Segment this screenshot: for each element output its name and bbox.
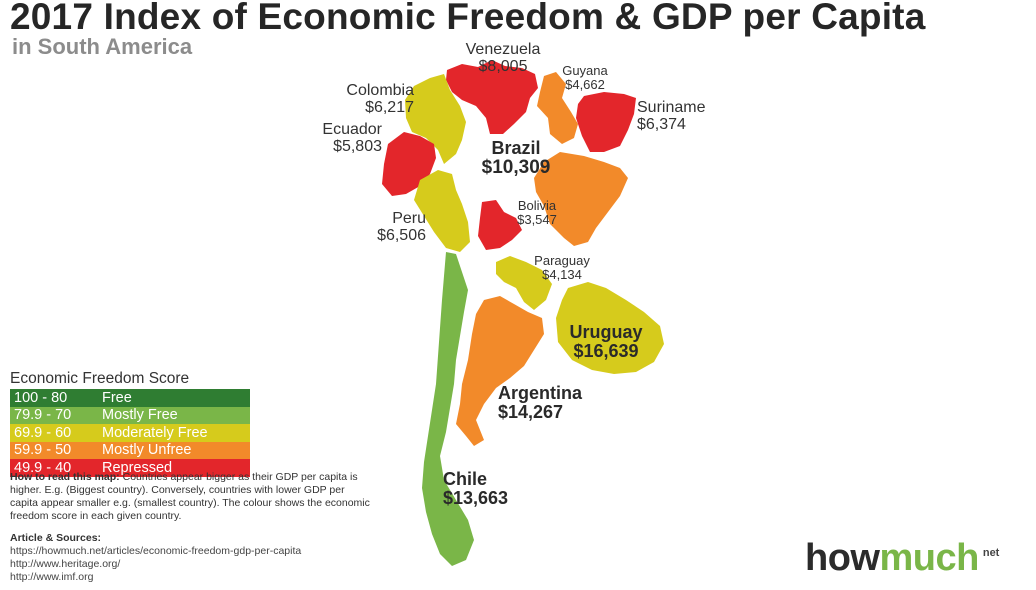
legend-item-moderately-free: 69.9 - 60 Moderately Free: [10, 424, 250, 442]
legend: Economic Freedom Score 100 - 80 Free 79.…: [10, 370, 250, 477]
country-label-bolivia: Bolivia $3,547: [505, 199, 569, 226]
country-name: Paraguay: [534, 253, 590, 268]
country-label-peru: Peru $6,506: [340, 210, 426, 245]
source-link[interactable]: http://www.heritage.org/: [10, 558, 121, 570]
country-shape-colombia[interactable]: [405, 74, 466, 164]
country-label-colombia: Colombia $6,217: [322, 82, 414, 117]
country-gdp: $10,309: [481, 156, 551, 178]
country-name: Uruguay: [569, 322, 643, 342]
legend-label: Mostly Free: [102, 407, 178, 424]
country-label-venezuela: Venezuela $8,005: [458, 41, 548, 76]
sources-heading: Article & Sources:: [10, 532, 102, 544]
country-shape-venezuela[interactable]: [446, 60, 538, 134]
legend-item-repressed: 49.9 - 40 Repressed: [10, 459, 250, 477]
country-name: Colombia: [346, 82, 414, 99]
how-to-read-note: How to read this map: Countries appear b…: [10, 471, 370, 523]
legend-range: 100 - 80: [14, 389, 68, 406]
country-name: Bolivia: [517, 198, 557, 213]
country-gdp: $6,506: [377, 226, 426, 244]
country-label-suriname: Suriname $6,374: [637, 99, 706, 134]
how-to-text: Countries appear bigger as their GDP per…: [10, 471, 370, 522]
country-name: Ecuador: [322, 121, 382, 138]
country-name: Peru: [392, 210, 426, 227]
country-name: Chile: [443, 469, 488, 489]
map-title: 2017 Index of Economic Freedom & GDP per…: [10, 0, 926, 37]
country-gdp: $4,662: [565, 76, 605, 92]
country-name: Guyana: [562, 63, 608, 78]
legend-label: Repressed: [102, 459, 173, 476]
country-gdp: $13,663: [443, 487, 509, 508]
source-link[interactable]: http://www.imf.org: [10, 571, 94, 583]
legend-item-mostly-unfree: 59.9 - 50 Mostly Unfree: [10, 441, 250, 459]
country-gdp: $4,134: [542, 266, 582, 282]
logo-how: how: [805, 537, 880, 579]
country-shape-uruguay[interactable]: [556, 282, 664, 374]
country-label-ecuador: Ecuador $5,803: [296, 121, 382, 156]
country-shape-brazil[interactable]: [534, 152, 628, 246]
country-gdp: $6,374: [637, 115, 686, 133]
country-name: Brazil: [491, 138, 541, 158]
sources: Article & Sources: https://howmuch.net/a…: [10, 532, 370, 584]
country-shape-suriname[interactable]: [576, 92, 636, 152]
country-gdp: $6,217: [365, 98, 414, 116]
legend-label: Moderately Free: [102, 424, 208, 441]
country-name: Suriname: [637, 99, 706, 116]
country-gdp: $14,267: [498, 401, 564, 422]
country-gdp: $8,005: [478, 57, 528, 75]
country-shape-bolivia[interactable]: [478, 200, 522, 250]
logo-net: net: [982, 547, 1000, 559]
country-label-chile: Chile $13,663: [443, 470, 508, 508]
legend-item-free: 100 - 80 Free: [10, 389, 250, 407]
country-label-argentina: Argentina $14,267: [498, 384, 582, 422]
country-name: Venezuela: [465, 41, 541, 58]
legend-title: Economic Freedom Score: [10, 370, 190, 387]
country-label-brazil: Brazil $10,309: [462, 139, 570, 178]
howmuch-logo[interactable]: howmuch net: [805, 537, 999, 580]
country-gdp: $5,803: [333, 137, 382, 155]
source-link[interactable]: https://howmuch.net/articles/economic-fr…: [10, 545, 302, 557]
country-label-guyana: Guyana $4,662: [553, 64, 617, 91]
legend-range: 59.9 - 50: [14, 442, 72, 459]
country-shape-argentina[interactable]: [456, 296, 544, 446]
country-shape-paraguay[interactable]: [496, 256, 552, 310]
how-to-heading: How to read this map:: [10, 471, 120, 483]
country-gdp: $16,639: [573, 340, 639, 361]
legend-range: 69.9 - 60: [14, 424, 72, 441]
country-label-paraguay: Paraguay $4,134: [525, 254, 599, 281]
legend-range: 79.9 - 70: [14, 407, 72, 424]
country-shape-peru[interactable]: [414, 170, 470, 252]
map-subtitle: in South America: [12, 34, 193, 59]
legend-range: 49.9 - 40: [14, 459, 72, 476]
legend-item-mostly-free: 79.9 - 70 Mostly Free: [10, 406, 250, 424]
country-name: Argentina: [498, 383, 583, 403]
country-label-uruguay: Uruguay $16,639: [556, 323, 656, 361]
legend-label: Free: [102, 389, 132, 406]
country-shape-guyana[interactable]: [537, 72, 578, 144]
logo-much: much: [879, 537, 979, 579]
legend-label: Mostly Unfree: [102, 442, 192, 459]
country-shape-chile[interactable]: [422, 252, 474, 566]
country-gdp: $3,547: [517, 211, 557, 227]
